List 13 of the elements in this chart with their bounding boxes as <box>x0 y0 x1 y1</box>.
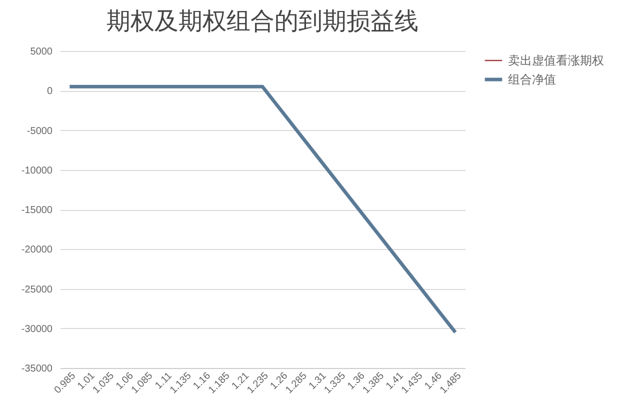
y-tick-label: 0 <box>46 86 53 98</box>
y-tick-label: -35000 <box>21 364 53 374</box>
chart-title: 期权及期权组合的到期损益线 <box>106 7 418 35</box>
y-tick-label: -15000 <box>21 205 53 216</box>
y-tick-label: -10000 <box>21 165 53 176</box>
y-tick-label: -30000 <box>21 324 53 335</box>
y-tick-label: -20000 <box>21 244 53 256</box>
y-tick-label: -25000 <box>21 284 53 296</box>
y-tick-label: 5000 <box>30 46 53 58</box>
legend-label: 卖出虚值看涨期权 <box>508 54 604 68</box>
legend-label: 组合净值 <box>508 72 556 86</box>
y-tick-label: -5000 <box>26 126 53 137</box>
line-series <box>68 84 458 334</box>
